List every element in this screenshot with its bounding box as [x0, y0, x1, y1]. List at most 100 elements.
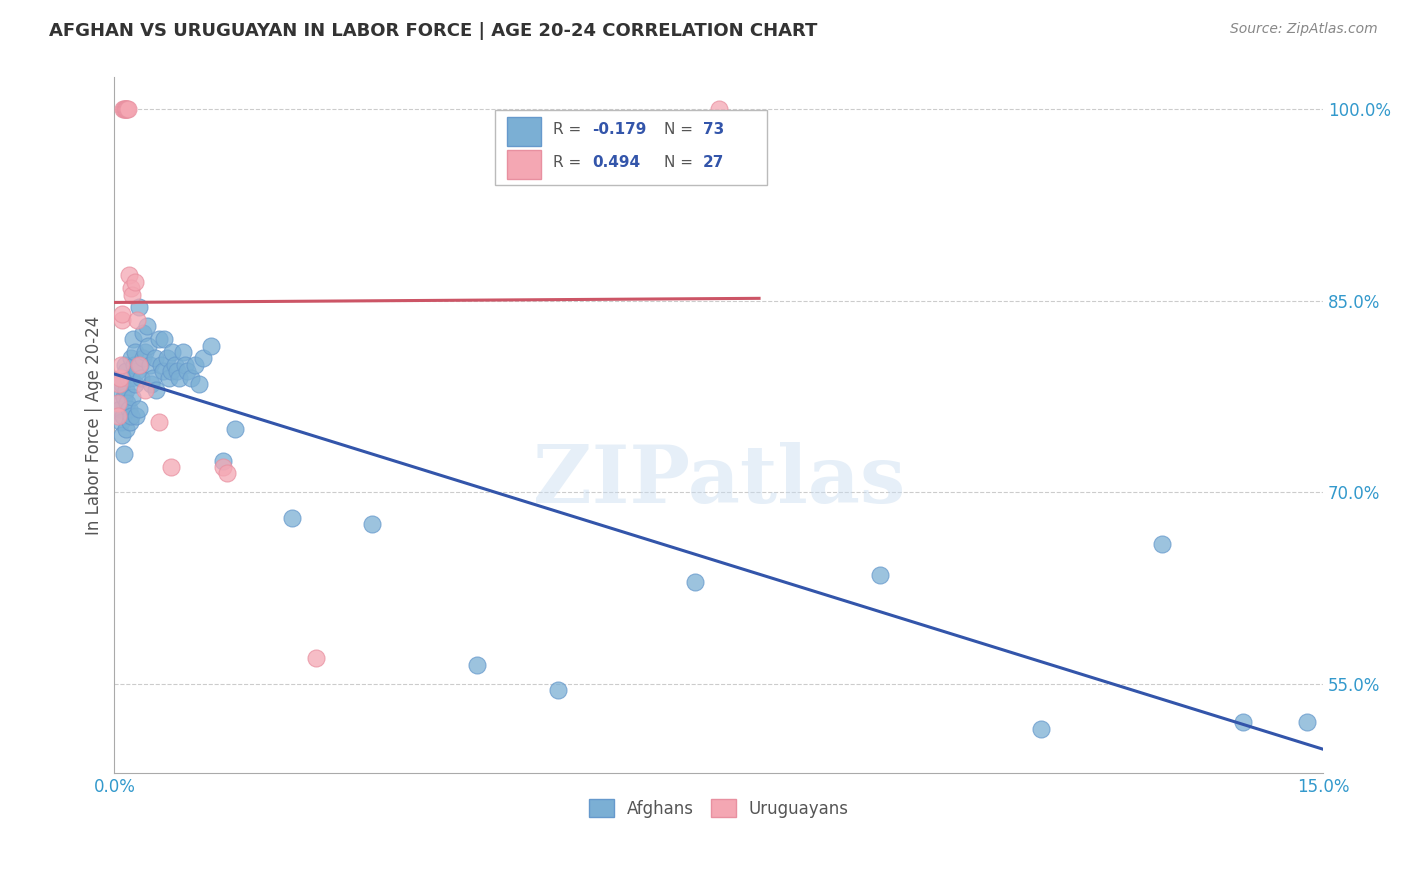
Point	[108, 396, 131, 410]
Point	[124, 376, 146, 391]
Point	[128, 301, 150, 315]
Point	[118, 268, 141, 283]
Point	[156, 351, 179, 366]
Point	[124, 275, 146, 289]
Point	[148, 415, 170, 429]
Point	[361, 517, 384, 532]
Point	[136, 338, 159, 352]
Point	[139, 358, 162, 372]
Point	[107, 384, 129, 398]
Point	[120, 370, 142, 384]
Point	[188, 376, 211, 391]
Point	[869, 568, 891, 582]
Point	[111, 370, 134, 384]
Point	[159, 364, 181, 378]
Point	[128, 402, 150, 417]
Point	[1150, 536, 1173, 550]
Point	[224, 422, 246, 436]
Point	[122, 358, 145, 372]
Point	[124, 345, 146, 359]
Point	[117, 103, 139, 117]
Point	[129, 358, 152, 372]
Text: 0.494: 0.494	[592, 155, 640, 170]
Point	[176, 364, 198, 378]
Point	[212, 459, 235, 474]
Point	[135, 319, 157, 334]
Point	[120, 351, 142, 366]
Point	[114, 384, 136, 398]
FancyBboxPatch shape	[495, 110, 768, 186]
FancyBboxPatch shape	[508, 150, 541, 179]
Point	[114, 103, 136, 117]
Point	[118, 415, 141, 429]
Point	[115, 103, 138, 117]
Point	[128, 358, 150, 372]
Point	[150, 358, 173, 372]
FancyBboxPatch shape	[508, 117, 541, 145]
Point	[112, 390, 135, 404]
Point	[217, 467, 239, 481]
Point	[112, 103, 135, 117]
Point	[148, 332, 170, 346]
Text: N =: N =	[665, 155, 699, 170]
Point	[110, 358, 132, 372]
Point	[163, 358, 186, 372]
Point	[111, 307, 134, 321]
Point	[114, 103, 136, 117]
Point	[117, 103, 139, 117]
Point	[174, 358, 197, 372]
Point	[111, 376, 134, 391]
Point	[121, 390, 143, 404]
Point	[112, 409, 135, 423]
Point	[547, 683, 569, 698]
Point	[200, 338, 222, 352]
Text: 73: 73	[703, 122, 724, 137]
Point	[157, 370, 180, 384]
Point	[125, 313, 148, 327]
Point	[166, 364, 188, 378]
Point	[117, 370, 139, 384]
Point	[142, 370, 165, 384]
Point	[143, 351, 166, 366]
Text: R =: R =	[553, 122, 586, 137]
Point	[191, 351, 214, 366]
Text: -0.179: -0.179	[592, 122, 647, 137]
Text: N =: N =	[665, 122, 699, 137]
Point	[120, 281, 142, 295]
Point	[145, 384, 167, 398]
Point	[167, 370, 190, 384]
Point	[125, 409, 148, 423]
Point	[162, 345, 184, 359]
Point	[305, 651, 328, 665]
Point	[683, 574, 706, 589]
Point	[108, 376, 131, 391]
Point	[122, 332, 145, 346]
Point	[108, 370, 131, 384]
Point	[118, 402, 141, 417]
Point	[131, 326, 153, 340]
Point	[111, 313, 134, 327]
Point	[108, 402, 131, 417]
Point	[134, 384, 156, 398]
Point	[121, 287, 143, 301]
Point	[134, 345, 156, 359]
Point	[117, 396, 139, 410]
Text: R =: R =	[553, 155, 586, 170]
Point	[110, 415, 132, 429]
Point	[180, 370, 202, 384]
Point	[172, 345, 194, 359]
Point	[129, 370, 152, 384]
Point	[120, 409, 142, 423]
Text: 27: 27	[703, 155, 724, 170]
Point	[107, 409, 129, 423]
Point	[152, 364, 174, 378]
Point	[125, 364, 148, 378]
Text: ZIPatlas: ZIPatlas	[533, 442, 905, 520]
Text: AFGHAN VS URUGUAYAN IN LABOR FORCE | AGE 20-24 CORRELATION CHART: AFGHAN VS URUGUAYAN IN LABOR FORCE | AGE…	[49, 22, 817, 40]
Point	[184, 358, 207, 372]
Text: Source: ZipAtlas.com: Source: ZipAtlas.com	[1230, 22, 1378, 37]
Point	[112, 103, 135, 117]
Point	[115, 364, 138, 378]
Point	[1232, 715, 1254, 730]
Point	[115, 422, 138, 436]
